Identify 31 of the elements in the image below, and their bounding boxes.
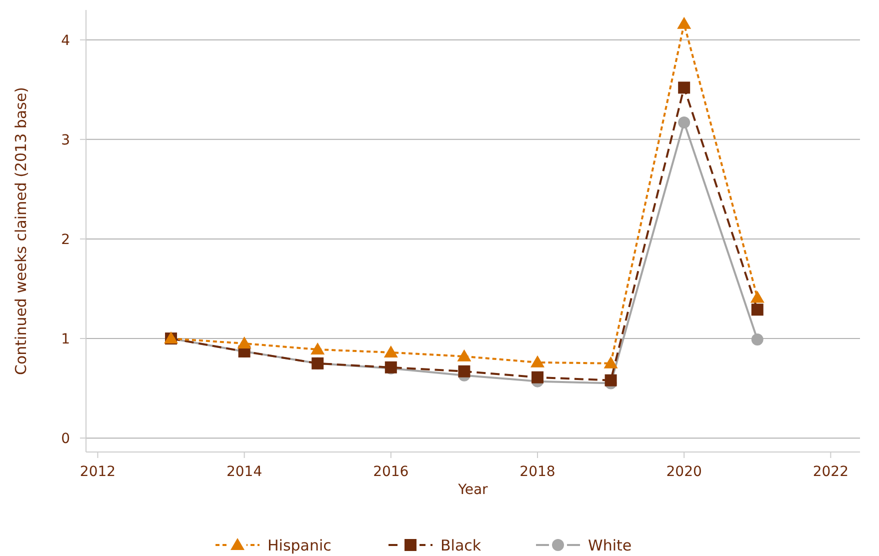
point <box>677 16 692 29</box>
point <box>384 345 398 358</box>
y-tick-label: 2 <box>61 232 70 248</box>
point <box>750 290 764 303</box>
y-tick-label: 1 <box>61 331 70 348</box>
point <box>237 336 252 348</box>
point <box>678 82 690 94</box>
point <box>751 334 764 346</box>
x-tick-label: 2020 <box>666 464 702 480</box>
x-tick-label: 2016 <box>373 464 409 480</box>
point <box>310 342 325 354</box>
point <box>530 355 544 368</box>
x-tick-label: 2014 <box>226 464 262 480</box>
point <box>532 371 544 384</box>
x-tick-label: 2022 <box>812 464 848 480</box>
x-axis-title: Year <box>457 482 488 498</box>
legend-label: Black <box>440 536 482 554</box>
point <box>678 116 690 128</box>
point <box>604 356 618 368</box>
point <box>751 304 764 316</box>
point <box>458 365 470 378</box>
y-tick-label: 4 <box>61 32 70 49</box>
x-tick-label: 2018 <box>520 464 556 480</box>
y-axis-title: Continued weeks claimed (2013 base) <box>12 86 30 376</box>
y-tick-label: 0 <box>61 430 70 447</box>
x-tick-label: 2012 <box>80 464 116 480</box>
legend-label: White <box>588 536 632 554</box>
y-tick-label: 3 <box>61 132 70 148</box>
legend-label: Hispanic <box>268 536 332 554</box>
point <box>457 349 472 362</box>
point <box>604 374 617 386</box>
